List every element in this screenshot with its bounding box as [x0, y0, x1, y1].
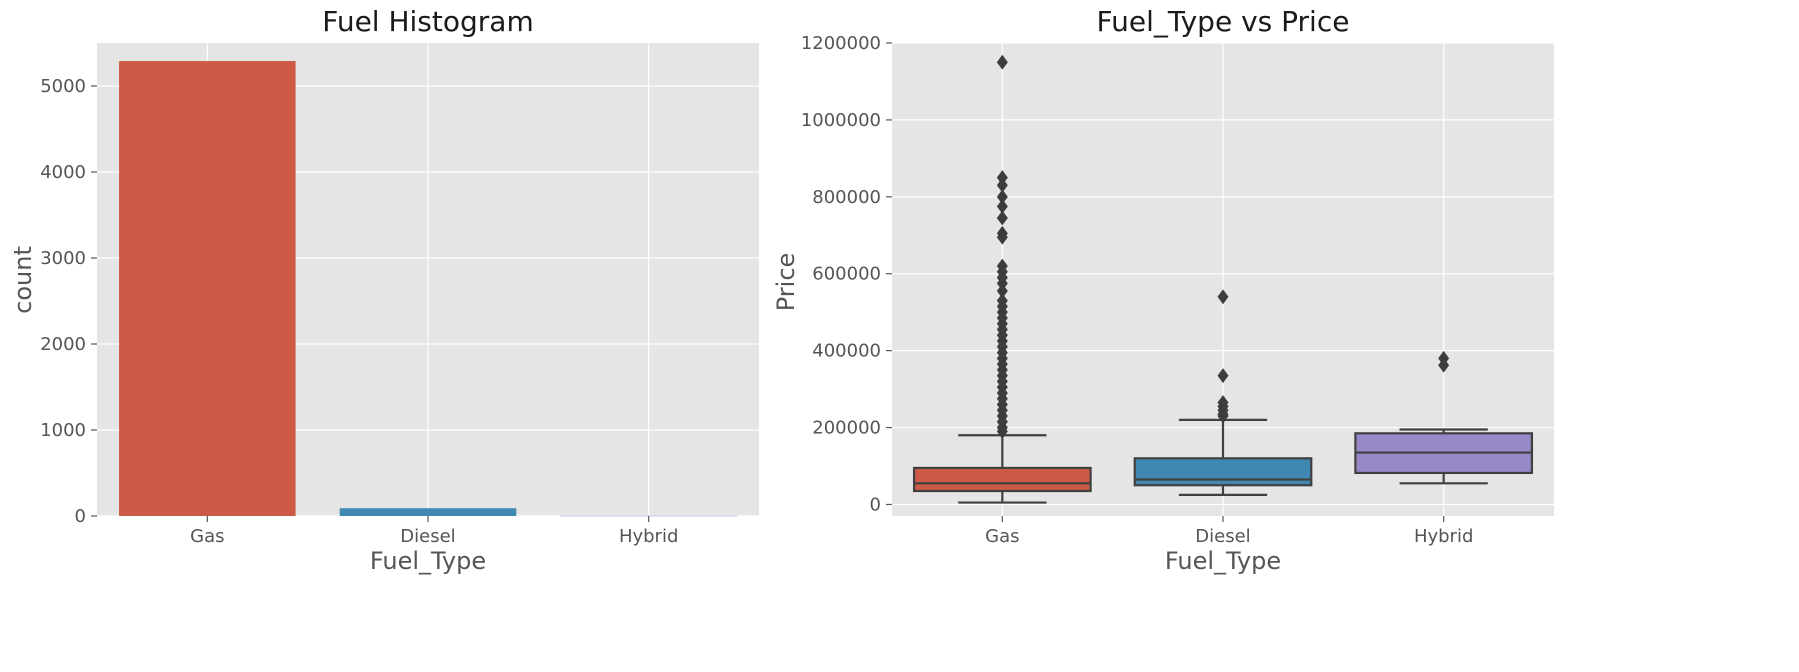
- outlier-point: [996, 229, 1008, 245]
- y-tick-label: 3000: [40, 248, 86, 269]
- outlier-point: [996, 199, 1008, 214]
- y-axis-label: count: [9, 246, 37, 314]
- outlier-point: [1438, 357, 1450, 373]
- y-tick-label: 400000: [812, 341, 881, 362]
- x-axis-label: Fuel_Type: [1165, 547, 1281, 575]
- outlier-point: [996, 170, 1008, 186]
- y-tick-label: 0: [75, 506, 86, 527]
- bar-gas: [119, 61, 296, 517]
- box-gas: [912, 466, 1092, 493]
- y-tick-label: 1200000: [801, 33, 881, 54]
- outlier-point: [996, 210, 1008, 226]
- chart-title: Fuel_Type vs Price: [1097, 5, 1350, 38]
- y-tick-label: 800000: [812, 187, 881, 208]
- outlier-point: [1217, 408, 1229, 424]
- y-tick-label: 1000000: [801, 110, 881, 131]
- chart-title: Fuel Histogram: [322, 5, 533, 38]
- x-tick-label: Hybrid: [1414, 526, 1473, 547]
- y-tick-label: 1000: [40, 420, 86, 441]
- outlier-point: [996, 54, 1008, 70]
- y-axis-label: Price: [772, 253, 800, 312]
- y-tick-label: 2000: [40, 334, 86, 355]
- outlier-point: [1217, 368, 1229, 384]
- y-tick-label: 4000: [40, 162, 86, 183]
- x-tick-label: Gas: [190, 526, 224, 547]
- y-tick-label: 600000: [812, 264, 881, 285]
- outlier-point: [996, 423, 1008, 439]
- outlier-point: [996, 283, 1008, 299]
- x-tick-label: Diesel: [1195, 526, 1250, 547]
- outlier-point: [996, 275, 1008, 291]
- bar-diesel: [339, 508, 517, 516]
- fuel-type-vs-price-axes: 0 200000 400000 600000 800000 1000000 1200000 G…: [772, 5, 1554, 575]
- bar-hybrid: [560, 515, 737, 517]
- y-tick-label: 5000: [40, 76, 86, 97]
- outlier-point: [996, 177, 1008, 193]
- outlier-point: [1217, 289, 1229, 305]
- outlier-point: [996, 189, 1008, 205]
- x-tick-label: Diesel: [400, 526, 455, 547]
- box-diesel: [1133, 457, 1313, 487]
- y-tick-label: 0: [870, 494, 881, 515]
- x-tick-label: Hybrid: [619, 526, 678, 547]
- x-tick-label: Gas: [985, 526, 1019, 547]
- fuel-histogram-axes: 0 1000 2000 3000 4000 5000 Gas Diesel Hybrid Fue…: [9, 5, 759, 575]
- y-tick-label: 200000: [812, 418, 881, 439]
- x-axis-label: Fuel_Type: [370, 547, 486, 575]
